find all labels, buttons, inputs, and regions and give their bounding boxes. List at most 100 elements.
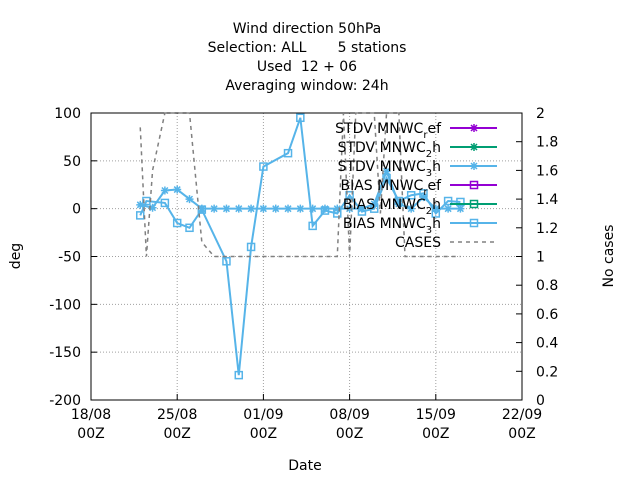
data-point	[456, 197, 465, 207]
data-point	[431, 204, 440, 213]
data-point	[456, 204, 465, 213]
data-point	[308, 204, 317, 213]
axes: 100 50 0 -50 -100 -150 -200 2 1.8 1.6 1.4 1.2 1 0.8 0.…	[49, 106, 558, 442]
data-point	[470, 143, 478, 151]
x-tick-label: 00Z	[250, 426, 277, 442]
data-point	[469, 218, 479, 228]
y-tick-label: -100	[49, 297, 81, 313]
x-tick-label: 08/09	[329, 407, 369, 423]
data-point	[406, 191, 416, 200]
series-layer	[136, 112, 465, 380]
x-tick-label: 00Z	[163, 426, 190, 442]
data-point	[210, 204, 219, 213]
data-point	[173, 185, 182, 194]
y2-tick-label: 1.8	[536, 135, 558, 151]
legend-label: STDV MNWC2h	[338, 140, 441, 160]
data-point	[469, 199, 479, 209]
data-point	[444, 204, 453, 213]
x-tick-label: 00Z	[422, 426, 449, 442]
y-tick-label: 50	[63, 154, 81, 170]
x-tick-label: 00Z	[336, 426, 363, 442]
y2-tick-label: 0	[536, 393, 545, 409]
x-tick-label: 00Z	[508, 426, 535, 442]
data-point	[357, 207, 367, 216]
data-point	[370, 199, 379, 208]
x-tick-label: 25/08	[157, 407, 197, 423]
data-point	[283, 148, 293, 158]
x-tick-label: 22/09	[502, 407, 542, 423]
y2-axis-label: No cases	[601, 225, 617, 288]
data-point	[369, 204, 379, 213]
data-point	[333, 204, 342, 213]
y-tick-label: -200	[49, 393, 81, 409]
y2-tick-label: 1.2	[536, 221, 558, 237]
title-line: Used 12 + 06	[257, 59, 357, 75]
legend-label: STDV MNWCref	[335, 121, 442, 141]
data-point	[234, 370, 244, 380]
data-point	[470, 162, 478, 170]
data-point	[333, 209, 342, 218]
data-point	[407, 204, 416, 213]
title-line: Averaging window: 24h	[225, 78, 388, 94]
y-tick-label: 100	[54, 106, 81, 122]
y2-tick-label: 1.6	[536, 163, 558, 179]
data-point	[443, 196, 453, 206]
y2-tick-label: 0.2	[536, 364, 558, 380]
x-tick-label: 01/09	[243, 407, 283, 423]
y2-tick-label: 2	[536, 106, 545, 122]
legend-label: BIAS MNWC2h	[343, 197, 441, 217]
data-point	[345, 191, 354, 200]
y-tick-label: 0	[72, 202, 81, 218]
data-point	[160, 198, 170, 208]
data-point	[185, 195, 194, 204]
data-point	[136, 200, 145, 209]
data-point	[259, 162, 268, 171]
data-point	[345, 204, 354, 213]
y2-tick-label: 0.4	[536, 336, 558, 352]
y2-tick-label: 1.4	[536, 192, 558, 208]
data-point	[172, 218, 182, 228]
data-point	[296, 113, 305, 123]
data-point	[308, 221, 317, 231]
data-point	[382, 167, 391, 176]
data-point	[259, 204, 268, 213]
legend-label: BIAS MNWCref	[341, 178, 443, 198]
y2-tick-label: 1	[536, 250, 545, 266]
series-line	[139, 112, 461, 258]
data-point	[234, 204, 243, 213]
title-line: Wind direction 50hPa	[233, 21, 382, 37]
legend-label: CASES	[395, 235, 441, 251]
data-point	[320, 204, 329, 213]
legend-label: STDV MNWC3h	[338, 159, 441, 179]
y-tick-label: -150	[49, 345, 81, 361]
x-axis-label: Date	[288, 458, 321, 474]
chart-title: Wind direction 50hPa Selection: ALL 5 sta…	[208, 21, 407, 94]
x-tick-label: 15/09	[416, 407, 456, 423]
data-point	[246, 242, 256, 252]
x-tick-label: 18/08	[71, 407, 111, 423]
data-point	[271, 204, 280, 213]
data-point	[296, 204, 305, 213]
data-point	[382, 173, 391, 183]
y-tick-label: -50	[58, 250, 81, 266]
series-5	[136, 113, 465, 380]
data-point	[284, 204, 293, 213]
y-axis-label: deg	[8, 243, 24, 269]
series-2	[136, 167, 465, 213]
title-line: Selection: ALL 5 stations	[208, 40, 407, 56]
data-point	[469, 180, 479, 190]
data-point	[419, 189, 428, 198]
x-tick-label: 00Z	[77, 426, 104, 442]
data-point	[160, 186, 169, 195]
data-point	[470, 124, 478, 132]
y2-tick-label: 0.8	[536, 278, 558, 294]
data-point	[431, 209, 441, 218]
data-point	[247, 204, 256, 213]
data-point	[148, 203, 157, 212]
series-line	[139, 117, 461, 376]
y2-tick-label: 0.6	[536, 307, 558, 323]
data-point	[185, 223, 194, 233]
data-point	[222, 257, 231, 266]
